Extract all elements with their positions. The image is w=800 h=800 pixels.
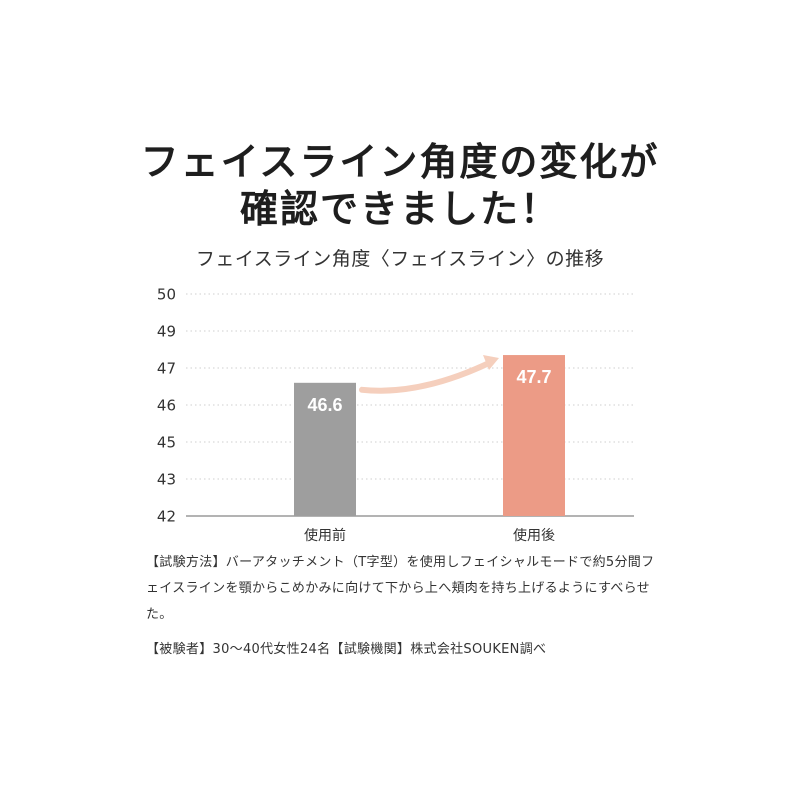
- bar-value-label: 47.7: [516, 367, 551, 387]
- trend-arrow-shaft: [359, 359, 494, 394]
- test-method-note: 【試験方法】バーアタッチメント（T字型）を使用しフェイシャルモードで約5分間フェ…: [146, 555, 655, 622]
- y-tick-label: 50: [157, 286, 176, 304]
- trend-arrow-layer: [359, 355, 499, 394]
- x-category-label: 使用前: [304, 527, 346, 544]
- y-tick-label: 42: [157, 508, 176, 526]
- bar-layer: [294, 355, 565, 516]
- y-tick-label: 43: [157, 471, 176, 489]
- x-category-label: 使用後: [513, 527, 555, 544]
- y-tick-label: 45: [157, 434, 176, 452]
- test-subjects-note: 【被験者】30〜40代女性24名【試験機関】株式会社SOUKEN調べ: [146, 642, 547, 657]
- y-tick-label: 46: [157, 397, 176, 415]
- y-tick-label: 49: [157, 323, 176, 341]
- bar: [294, 382, 356, 516]
- chart-title: フェイスライン角度〈フェイスライン〉の推移: [195, 248, 605, 270]
- grid-layer: [186, 293, 634, 517]
- label-layer: 46.6 使用前 47.7 使用後: [304, 367, 555, 544]
- y-tick-layer: 50 49 47 46 45 43 42: [157, 286, 176, 526]
- headline-line-1: フェイスライン角度の変化が: [140, 140, 660, 184]
- bar: [503, 355, 565, 516]
- trend-arrow-head: [483, 355, 499, 371]
- headline-line-2: 確認できました！: [239, 187, 560, 231]
- y-tick-label: 47: [157, 360, 176, 378]
- bar-value-label: 46.6: [307, 395, 342, 415]
